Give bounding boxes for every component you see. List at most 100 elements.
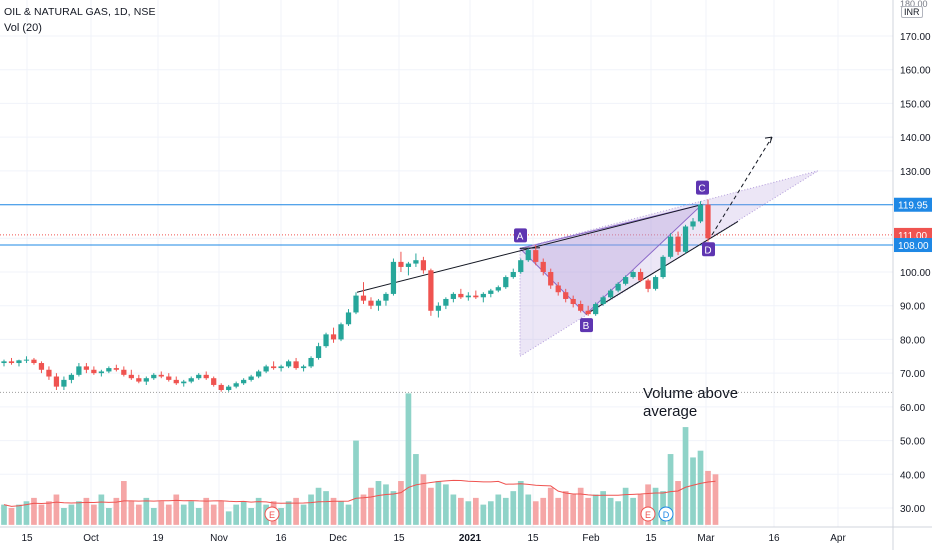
event-marker-circle bbox=[658, 506, 674, 522]
candle-body bbox=[270, 366, 277, 369]
price-level-badge-label: 119.95 bbox=[898, 201, 928, 212]
pattern-point-badge bbox=[514, 228, 527, 243]
candle bbox=[285, 359, 292, 369]
candle bbox=[121, 366, 127, 377]
price-level-badge-label: 108.00 bbox=[898, 241, 929, 252]
volume-bar bbox=[91, 504, 97, 525]
candle-body bbox=[248, 376, 254, 380]
volume-bar bbox=[195, 508, 202, 525]
candle bbox=[525, 248, 531, 262]
volume-bar bbox=[383, 484, 389, 525]
candle bbox=[563, 288, 569, 303]
time-tick-label: 15 bbox=[645, 533, 657, 544]
candle-body bbox=[233, 383, 239, 387]
candle bbox=[578, 300, 584, 313]
volume-bar bbox=[165, 504, 172, 525]
volume-bar bbox=[443, 484, 449, 525]
candles bbox=[1, 199, 711, 392]
candle-body bbox=[368, 300, 374, 306]
price-tick-label: 170.00 bbox=[900, 32, 931, 43]
price-tick-label: 70.00 bbox=[900, 369, 925, 380]
candle-body bbox=[113, 368, 119, 370]
time-tick-label: Nov bbox=[210, 533, 228, 544]
candle bbox=[518, 258, 524, 274]
candle-body bbox=[68, 374, 75, 380]
volume-bar bbox=[667, 454, 674, 525]
chart-legend: OIL & NATURAL GAS, 1D, NSE Vol (20) bbox=[4, 4, 156, 36]
candle-body bbox=[211, 378, 217, 385]
time-tick-label: Feb bbox=[582, 533, 600, 544]
candle bbox=[375, 298, 382, 311]
volume-bar bbox=[240, 501, 247, 525]
volume-bar bbox=[592, 494, 599, 525]
price-tick-label: 100.00 bbox=[900, 268, 931, 279]
candle bbox=[465, 292, 471, 301]
candle bbox=[473, 290, 479, 299]
volume-bar bbox=[255, 497, 262, 525]
volume-bar bbox=[106, 508, 112, 525]
candle-body bbox=[173, 379, 179, 384]
event-marker: E bbox=[264, 506, 280, 522]
price-tick-label-top: 180.00 bbox=[900, 0, 928, 9]
candle-body bbox=[690, 221, 696, 227]
annotation-line-1: Volume above bbox=[643, 385, 738, 402]
candle bbox=[31, 357, 37, 365]
candle-body bbox=[615, 283, 621, 291]
volume-bar bbox=[150, 508, 157, 525]
candle bbox=[196, 373, 202, 380]
candle-body bbox=[360, 295, 367, 301]
candle bbox=[593, 302, 599, 316]
pattern-point-label: D bbox=[704, 245, 711, 256]
volume-bar bbox=[23, 501, 30, 525]
candle bbox=[53, 373, 60, 390]
candle bbox=[697, 201, 704, 224]
candle bbox=[667, 233, 674, 259]
price-level-badge-bg bbox=[894, 238, 932, 253]
candle-body bbox=[593, 304, 599, 315]
candle-body bbox=[8, 361, 15, 364]
candle bbox=[600, 295, 606, 306]
candle-body bbox=[181, 381, 187, 384]
candle-body bbox=[585, 310, 591, 315]
candle bbox=[428, 268, 434, 316]
candle-body bbox=[46, 369, 52, 377]
candle-body bbox=[697, 204, 704, 222]
event-marker-label: D bbox=[663, 510, 670, 520]
volume-bar bbox=[173, 494, 180, 525]
candle bbox=[398, 251, 404, 272]
volume-bar bbox=[458, 497, 464, 525]
candle-body bbox=[263, 366, 269, 372]
volume-bar bbox=[615, 501, 621, 525]
candle-body bbox=[533, 250, 539, 262]
candle bbox=[548, 268, 554, 289]
candle-body bbox=[630, 272, 636, 278]
volume-bar bbox=[210, 504, 217, 525]
candle bbox=[203, 371, 209, 380]
candle bbox=[330, 327, 337, 343]
candle bbox=[8, 357, 15, 365]
candle-body bbox=[705, 204, 711, 239]
candle bbox=[345, 309, 352, 326]
event-marker: E bbox=[640, 506, 656, 522]
volume-bar bbox=[128, 501, 135, 525]
candle-body bbox=[143, 378, 149, 382]
candle bbox=[308, 356, 314, 369]
candle-body bbox=[91, 369, 97, 374]
candle-body bbox=[158, 374, 164, 377]
volume-bar bbox=[188, 501, 195, 525]
candle-body bbox=[128, 374, 134, 379]
candle bbox=[510, 268, 516, 279]
volume-bar bbox=[38, 504, 45, 525]
candle bbox=[338, 322, 344, 342]
candle bbox=[113, 364, 119, 372]
candle bbox=[188, 376, 194, 384]
candle bbox=[420, 256, 427, 274]
candle-body bbox=[578, 304, 584, 311]
event-marker-circle bbox=[264, 506, 280, 522]
candle bbox=[143, 376, 149, 385]
volume-bar bbox=[308, 494, 314, 525]
candle bbox=[226, 384, 232, 392]
volume-bar bbox=[248, 508, 254, 525]
time-tick-label: Mar bbox=[697, 533, 715, 544]
